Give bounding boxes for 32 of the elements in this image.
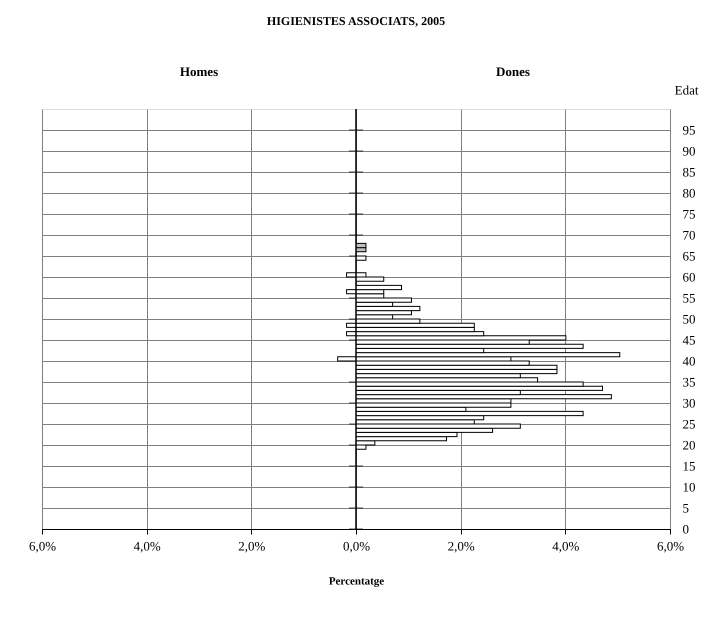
x-tick-label: 2,0% [448,538,475,554]
y-axis-title: Edat [674,82,699,98]
y-tick-label: 5 [682,500,689,516]
y-tick-label: 80 [682,186,696,200]
y-tick-label: 20 [682,438,696,452]
y-tick-label: 30 [682,396,696,410]
y-tick-label: 40 [682,354,696,368]
chart-title: HIGIENISTES ASSOCIATS, 2005 [266,14,446,28]
x-axis-title: Percentatge [328,576,384,588]
y-tick-label: 10 [682,480,696,494]
x-tick-label: 4,0% [134,538,161,554]
y-tick-label: 45 [682,332,696,348]
text: Homes [180,64,218,79]
y-tick-label: 85 [682,164,696,180]
y-tick-label: 35 [682,374,696,390]
y-tick-label: 90 [682,144,696,158]
x-tick-label: 0,0% [342,538,370,554]
y-tick-label: 65 [682,248,696,264]
y-tick-label: 95 [682,122,696,138]
x-tick-label: 6,0% [28,538,56,554]
y-tick-label: 70 [682,228,696,242]
y-tick-label: 25 [682,416,696,432]
y-tick-label: 75 [682,206,696,222]
y-tick-label: 15 [682,458,696,474]
y-tick-label: 0 [682,522,689,536]
x-tick-label: 6,0% [656,538,684,554]
y-tick-label: 50 [682,312,696,326]
text: Dones [496,64,530,79]
y-tick-label: 60 [682,270,696,284]
x-tick-label: 2,0% [238,538,266,554]
x-tick-label: 4,0% [552,538,580,554]
y-tick-label: 55 [682,290,696,306]
